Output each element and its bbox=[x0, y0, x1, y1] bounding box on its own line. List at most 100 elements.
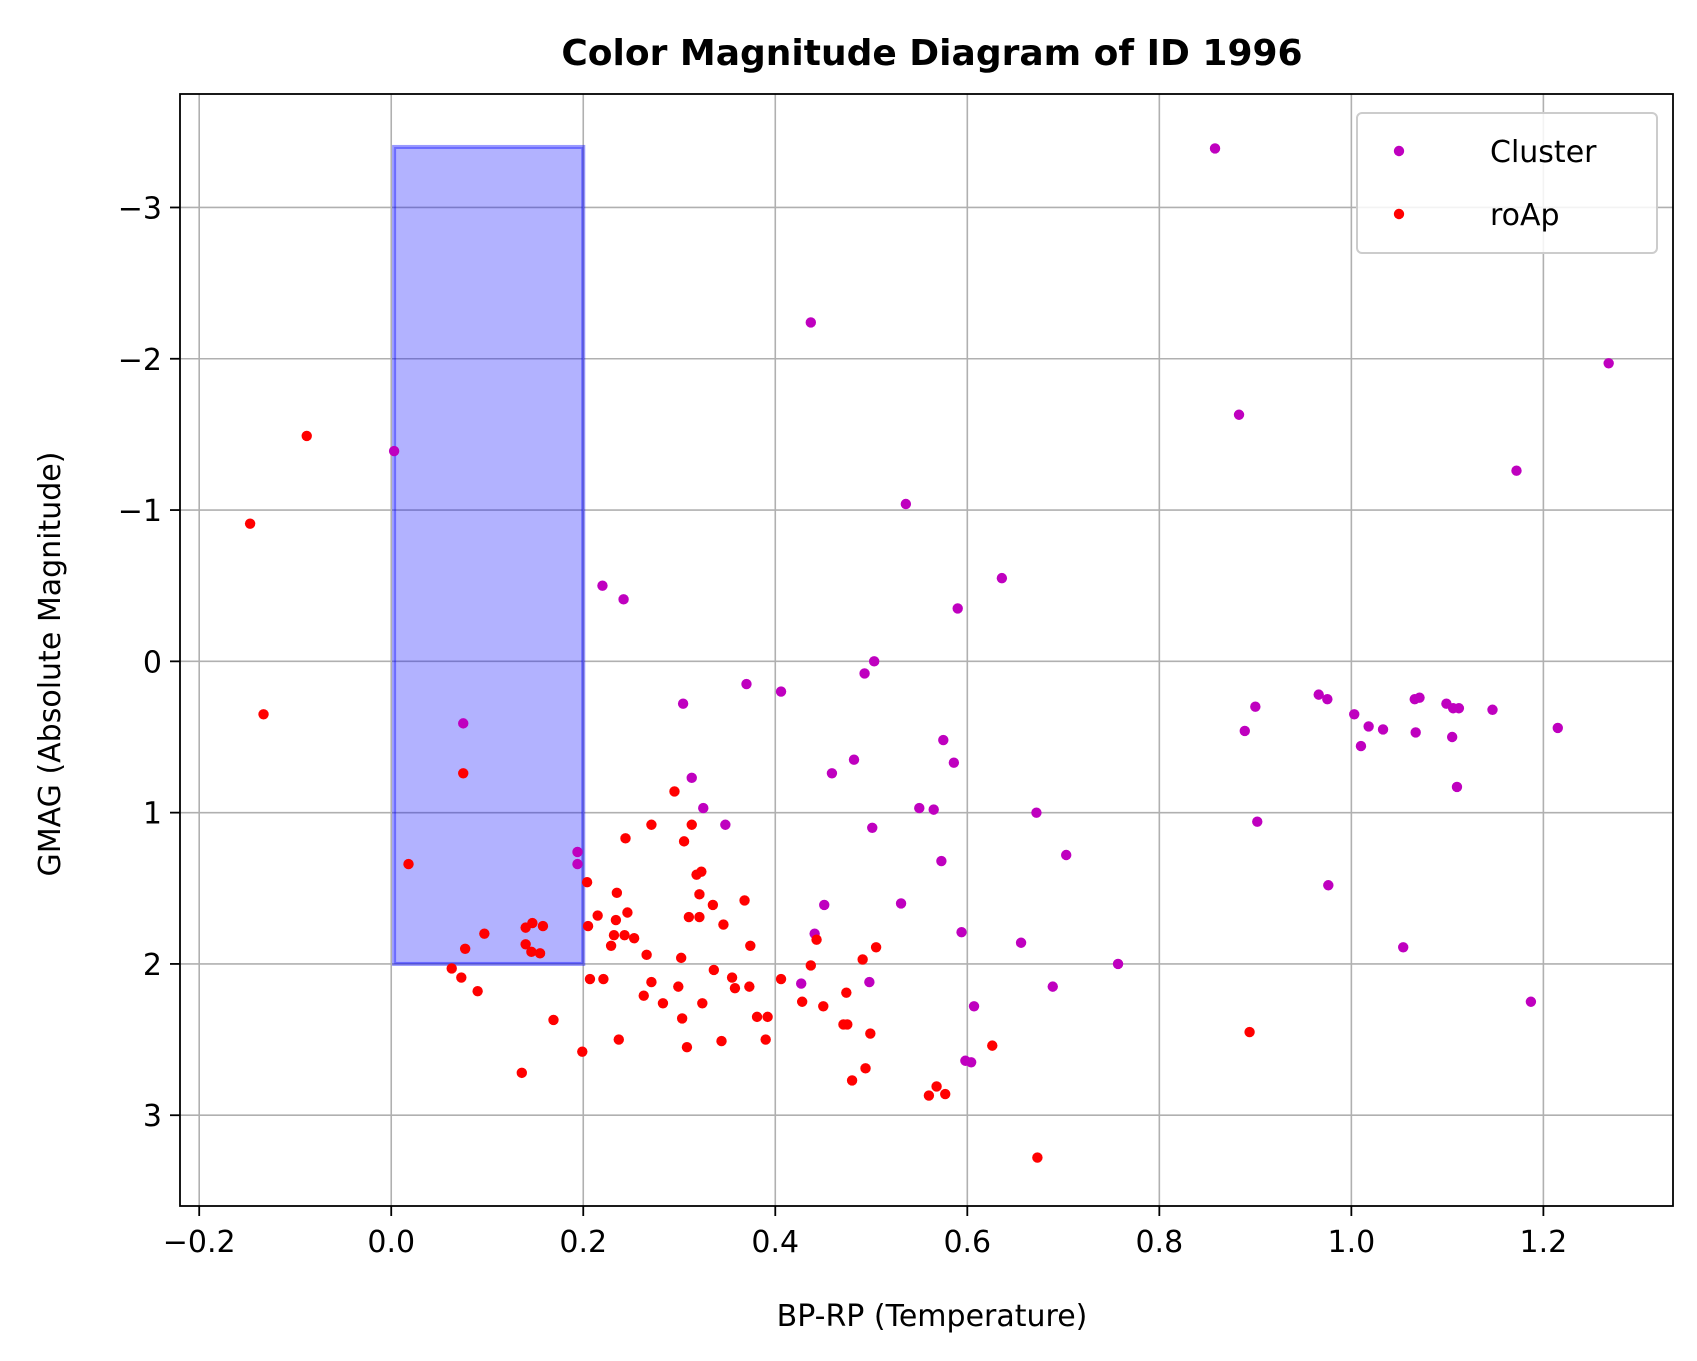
data-point-cluster bbox=[572, 858, 583, 870]
data-point-roap bbox=[534, 948, 546, 959]
data-point-roap bbox=[1032, 1152, 1043, 1163]
data-point-roap bbox=[258, 709, 269, 720]
data-point-roap bbox=[842, 1019, 853, 1030]
data-point-roap bbox=[694, 911, 705, 923]
legend-label-cluster: Cluster bbox=[1490, 135, 1597, 170]
data-point-cluster bbox=[1603, 358, 1614, 369]
data-point-cluster bbox=[1377, 724, 1389, 735]
data-point-cluster bbox=[1112, 958, 1124, 970]
x-tick-label: 1.0 bbox=[1327, 1225, 1375, 1260]
data-point-roap bbox=[459, 943, 471, 955]
data-point-roap bbox=[628, 933, 640, 944]
data-point-cluster bbox=[1313, 689, 1324, 700]
data-point-roap bbox=[608, 929, 620, 941]
data-point-roap bbox=[729, 982, 741, 994]
data-point-cluster bbox=[698, 802, 709, 814]
data-point-cluster bbox=[1363, 721, 1374, 732]
data-point-roap bbox=[718, 919, 729, 930]
data-point-cluster bbox=[965, 1057, 977, 1068]
data-point-cluster bbox=[741, 678, 752, 690]
data-point-roap bbox=[582, 920, 594, 932]
data-point-roap bbox=[620, 833, 631, 844]
data-point-cluster bbox=[1355, 740, 1367, 752]
data-point-cluster bbox=[1487, 704, 1498, 715]
data-point-roap bbox=[940, 1088, 951, 1100]
y-tick-label: −3 bbox=[118, 191, 162, 226]
y-axis-title: GMAG (Absolute Magnitude) bbox=[33, 452, 68, 877]
data-point-roap bbox=[403, 858, 414, 870]
data-point-cluster bbox=[1511, 465, 1522, 476]
data-point-roap bbox=[762, 1011, 773, 1023]
data-point-cluster bbox=[1323, 880, 1334, 891]
data-point-roap bbox=[796, 996, 808, 1007]
data-point-cluster bbox=[1015, 937, 1027, 948]
plot-frame bbox=[179, 93, 1674, 1207]
data-point-roap bbox=[301, 430, 312, 442]
data-point-cluster bbox=[819, 899, 830, 911]
data-point-cluster bbox=[936, 855, 947, 867]
data-point-cluster bbox=[805, 317, 817, 328]
data-point-cluster bbox=[677, 698, 689, 709]
data-point-roap bbox=[646, 976, 657, 988]
data-point-roap bbox=[870, 942, 882, 953]
data-point-cluster bbox=[686, 772, 697, 784]
x-tick-label: 0.8 bbox=[1135, 1225, 1183, 1260]
legend-marker-roap bbox=[1393, 208, 1405, 220]
data-point-roap bbox=[610, 914, 622, 926]
data-point-cluster bbox=[1349, 709, 1360, 720]
data-point-cluster bbox=[928, 804, 939, 815]
data-point-roap bbox=[548, 1014, 559, 1026]
data-point-roap bbox=[520, 939, 531, 950]
y-tick-label: −2 bbox=[118, 343, 162, 378]
data-point-roap bbox=[923, 1090, 935, 1101]
data-point-roap bbox=[527, 917, 538, 929]
data-point-roap bbox=[857, 954, 868, 965]
data-point-cluster bbox=[1233, 409, 1245, 420]
data-point-cluster bbox=[948, 757, 960, 768]
data-point-cluster bbox=[1453, 703, 1465, 714]
data-point-roap bbox=[611, 887, 623, 899]
data-point-roap bbox=[598, 973, 609, 985]
data-point-cluster bbox=[859, 668, 870, 679]
data-point-cluster bbox=[458, 718, 469, 729]
data-point-roap bbox=[577, 1046, 588, 1057]
x-axis-title: BP-RP (Temperature) bbox=[777, 1299, 1088, 1334]
data-point-cluster bbox=[900, 498, 912, 510]
data-point-roap bbox=[865, 1028, 876, 1039]
data-point-cluster bbox=[938, 734, 949, 746]
data-point-roap bbox=[641, 949, 652, 961]
data-point-roap bbox=[584, 973, 596, 985]
data-point-roap bbox=[683, 911, 695, 923]
data-point-roap bbox=[686, 819, 697, 830]
data-point-roap bbox=[739, 895, 750, 906]
data-point-cluster bbox=[775, 686, 787, 697]
data-point-roap bbox=[694, 889, 705, 900]
data-point-roap bbox=[472, 985, 483, 997]
y-tick-label: 2 bbox=[143, 948, 162, 983]
data-point-roap bbox=[244, 518, 256, 529]
data-point-roap bbox=[592, 910, 603, 921]
data-point-cluster bbox=[1414, 692, 1425, 703]
data-point-roap bbox=[619, 929, 630, 941]
y-tick-label: −1 bbox=[118, 494, 162, 529]
data-point-cluster bbox=[1525, 996, 1537, 1007]
data-point-roap bbox=[581, 877, 593, 888]
data-point-cluster bbox=[968, 1001, 980, 1012]
data-point-roap bbox=[708, 964, 720, 976]
data-point-cluster bbox=[867, 822, 878, 833]
legend-label-roap: roAp bbox=[1490, 198, 1560, 233]
data-point-roap bbox=[744, 981, 755, 992]
data-point-roap bbox=[745, 940, 756, 951]
data-point-roap bbox=[726, 972, 738, 983]
data-point-cluster bbox=[720, 819, 731, 830]
data-point-roap bbox=[931, 1081, 942, 1092]
data-point-roap bbox=[458, 768, 469, 779]
data-point-roap bbox=[751, 1011, 763, 1023]
data-point-cluster bbox=[914, 802, 925, 814]
data-point-cluster bbox=[1060, 849, 1072, 861]
data-point-roap bbox=[760, 1034, 771, 1045]
data-point-roap bbox=[657, 998, 669, 1009]
y-tick-label: 1 bbox=[143, 797, 162, 832]
grid-layer bbox=[180, 94, 1673, 1206]
